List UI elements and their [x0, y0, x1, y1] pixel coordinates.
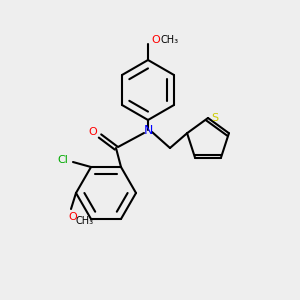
Text: S: S — [212, 113, 219, 123]
Text: CH₃: CH₃ — [161, 35, 179, 45]
Text: N: N — [143, 124, 153, 136]
Text: Cl: Cl — [58, 155, 68, 165]
Text: O: O — [88, 127, 98, 137]
Text: CH₃: CH₃ — [76, 216, 94, 226]
Text: O: O — [69, 212, 77, 222]
Text: O: O — [152, 35, 160, 45]
